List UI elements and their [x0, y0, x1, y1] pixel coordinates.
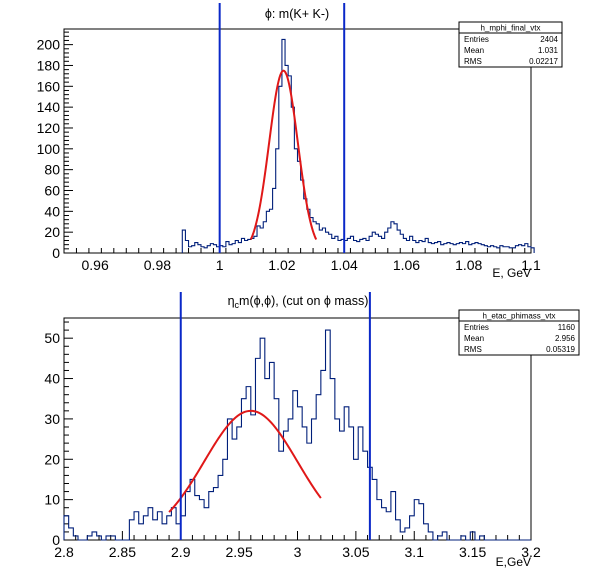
- x-axis: 2.8 2.85 2.9 2.95 3 3.05 3.1 3.15 3.2: [54, 531, 541, 560]
- histogram-bars: [63, 329, 531, 541]
- stats-mean-label: Mean: [464, 334, 484, 343]
- y-tick-label: 40: [44, 371, 60, 387]
- chart-title: ηcm(ϕ,ϕ), (cut on ϕ mass): [228, 294, 369, 310]
- x-axis-label: E, GeV: [492, 266, 531, 280]
- phi-mass-panel: 0 20 40 60 80 100 120 140 160 180 200 0.96 0.98 1 1.0…: [37, 3, 563, 280]
- gaussian-fit-curve: [249, 69, 318, 240]
- y-tick-label: 120: [37, 120, 61, 136]
- y-tick-label: 80: [44, 162, 60, 178]
- x-axis: 0.96 0.98 1 1.02 1.04 1.06 1.08 1.1: [63, 248, 541, 273]
- y-tick-label: 20: [44, 451, 60, 467]
- x-tick-label: 0.98: [144, 257, 171, 273]
- y-tick-label: 160: [37, 78, 61, 94]
- stats-rms-value: 0.05319: [546, 345, 575, 354]
- fit-curve-line: [168, 409, 322, 513]
- y-tick-label: 60: [44, 182, 60, 198]
- x-tick-label: 0.96: [82, 257, 109, 273]
- y-tick-label: 100: [37, 141, 61, 157]
- stats-box: h_etac_phimass_vtx Entries 1160 Mean 2.9…: [458, 309, 580, 356]
- cut-lines: [218, 3, 346, 253]
- y-axis: 0 20 40 60 80 100 120 140 160 180 200: [37, 31, 73, 261]
- chart-title: ϕ: m(K+ K-): [265, 7, 329, 21]
- x-tick-label: 3: [294, 544, 302, 560]
- stats-entries-value: 1160: [558, 323, 576, 332]
- y-tick-label: 180: [37, 57, 61, 73]
- stats-box: h_mphi_final_vtx Entries 2404 Mean 1.031…: [458, 21, 563, 68]
- x-tick-label: 1: [216, 257, 224, 273]
- fit-curve-line: [249, 69, 318, 240]
- cut-lines: [179, 292, 371, 540]
- x-tick-label: 3.2: [521, 544, 541, 560]
- y-tick-label: 0: [52, 532, 60, 548]
- plot-frame: [63, 28, 532, 254]
- y-tick-label: 50: [44, 330, 60, 346]
- y-tick-label: 40: [44, 203, 60, 219]
- x-tick-label: 1.1: [521, 257, 541, 273]
- x-tick-label: 2.85: [109, 544, 136, 560]
- stats-box-name: h_mphi_final_vtx: [480, 24, 540, 33]
- y-tick-label: 200: [37, 37, 61, 53]
- x-tick-label: 1.04: [331, 257, 358, 273]
- stats-mean-value: 2.956: [555, 334, 576, 343]
- histogram-step-line: [181, 38, 535, 253]
- stats-entries-value: 2404: [540, 35, 558, 44]
- stats-rms-value: 0.02217: [529, 57, 558, 66]
- y-axis: 0 10 20 30 40 50: [44, 321, 73, 548]
- y-tick-label: 10: [44, 492, 60, 508]
- x-tick-label: 2.9: [171, 544, 191, 560]
- x-tick-label: 3.05: [342, 544, 369, 560]
- stats-rms-label: RMS: [464, 345, 482, 354]
- x-axis-label: E,GeV: [496, 555, 531, 569]
- histogram-bars: [181, 38, 535, 253]
- y-tick-label: 140: [37, 99, 61, 115]
- y-tick-label: 30: [44, 411, 60, 427]
- x-tick-label: 3.15: [459, 544, 486, 560]
- x-tick-label: 1.02: [268, 257, 295, 273]
- gaussian-fit-curve: [168, 409, 322, 513]
- histogram-step-line: [63, 329, 531, 541]
- y-tick-label: 20: [44, 224, 60, 240]
- y-tick-label: 0: [52, 245, 60, 261]
- stats-box-name: h_etac_phimass_vtx: [483, 312, 556, 321]
- stats-entries-label: Entries: [464, 323, 489, 332]
- x-tick-label: 3.1: [405, 544, 425, 560]
- stats-entries-label: Entries: [464, 35, 489, 44]
- x-tick-label: 1.08: [455, 257, 482, 273]
- stats-rms-label: RMS: [464, 57, 482, 66]
- etac-mass-panel: 0 10 20 30 40 50 2.8 2.85 2.9 2.95 3 3.05 3.1 3.15 3.…: [44, 292, 580, 569]
- x-tick-label: 2.8: [54, 544, 74, 560]
- stats-mean-label: Mean: [464, 46, 484, 55]
- x-tick-label: 2.95: [226, 544, 253, 560]
- x-tick-label: 1.06: [393, 257, 420, 273]
- stats-mean-value: 1.031: [538, 46, 559, 55]
